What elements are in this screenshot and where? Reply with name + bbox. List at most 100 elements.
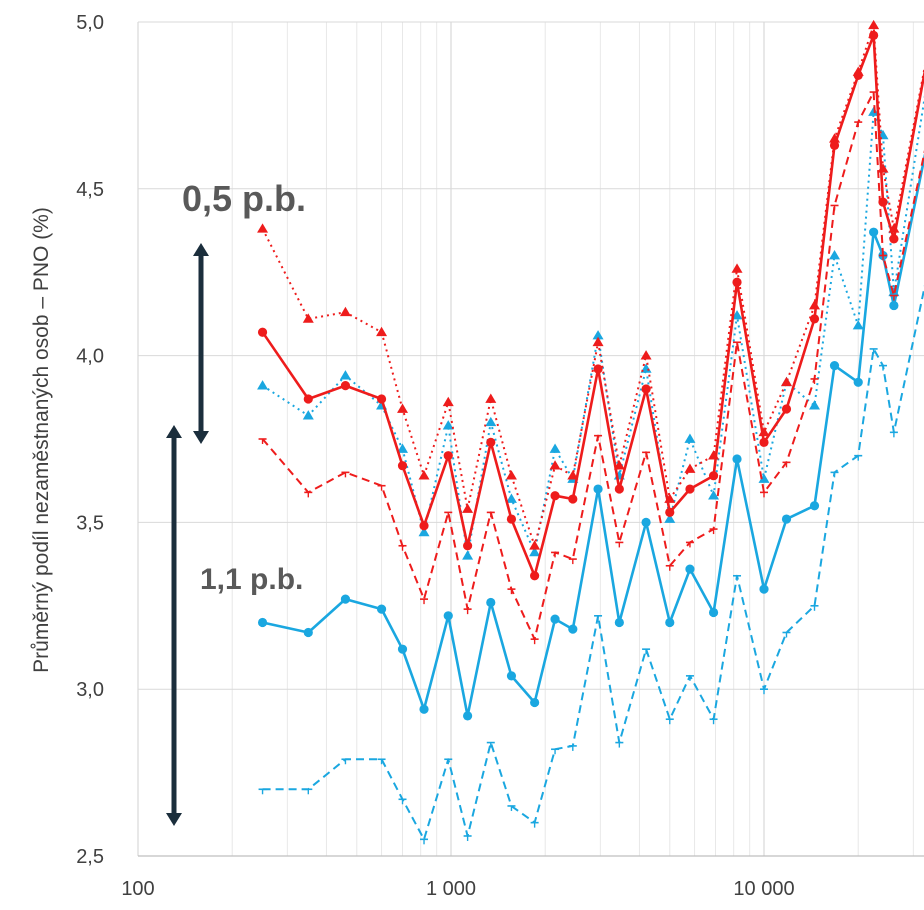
data-point (868, 106, 880, 116)
data-point (568, 624, 578, 634)
data-point (376, 326, 388, 337)
data-point (443, 611, 453, 621)
data-point (339, 370, 351, 380)
data-point (376, 394, 387, 404)
data-point (614, 484, 624, 494)
series-line (261, 24, 924, 547)
series-line (262, 153, 924, 718)
y-tick-label: 4,0 (76, 346, 104, 368)
data-point (852, 320, 864, 330)
data-point (758, 473, 770, 483)
data-point (302, 313, 314, 323)
data-point (529, 546, 541, 557)
data-point (485, 393, 497, 403)
data-point (853, 377, 863, 387)
arrow-head-up (166, 425, 182, 438)
data-point (665, 617, 675, 628)
plot-area (257, 19, 924, 845)
data-point (708, 471, 719, 481)
data-point (731, 263, 743, 273)
data-point (443, 451, 453, 461)
data-point (829, 361, 840, 371)
grid (137, 21, 924, 857)
x-tick-label: 10 000 (733, 878, 794, 900)
data-point (567, 470, 579, 480)
data-point (758, 426, 770, 437)
data-point (257, 617, 268, 628)
y-tick-labels: 2,5 3,0 3,5 4,0 4,5 5,0 (76, 12, 104, 868)
data-point (640, 350, 652, 360)
data-point (869, 30, 879, 40)
data-point (731, 310, 743, 320)
data-point (708, 607, 719, 618)
data-point (593, 364, 603, 374)
data-point (592, 336, 604, 347)
data-point (418, 526, 430, 537)
data-point (302, 410, 314, 420)
data-point (397, 443, 409, 453)
data-point (592, 330, 604, 340)
data-point (462, 550, 474, 560)
data-point (809, 314, 820, 324)
data-point (759, 584, 769, 594)
data-point (505, 470, 517, 480)
data-point (780, 376, 792, 387)
series-red-solid-circle (257, 30, 924, 581)
data-point (340, 381, 351, 391)
data-point (809, 400, 821, 410)
data-point (442, 396, 454, 407)
data-point (685, 564, 695, 574)
data-point (809, 300, 821, 310)
data-point (418, 470, 430, 480)
data-point (506, 514, 517, 524)
arrow-1-1-pb (166, 425, 182, 826)
data-point (462, 503, 474, 513)
data-point (486, 437, 496, 447)
series-blue-solid-circle (257, 153, 924, 721)
y-tick-label: 4,5 (76, 179, 104, 201)
data-point (684, 433, 696, 443)
data-point (889, 300, 899, 311)
series-line (261, 91, 924, 641)
data-point (257, 380, 269, 390)
arrow-head-down (193, 431, 209, 444)
data-point (397, 644, 408, 654)
arrow-head-down (166, 813, 182, 826)
data-point (530, 697, 540, 708)
data-point (303, 394, 313, 404)
annotation-arrows (166, 243, 209, 826)
data-point (877, 163, 889, 173)
data-point (568, 494, 578, 504)
data-point (419, 704, 429, 714)
data-point (684, 463, 696, 473)
data-point (549, 443, 561, 453)
data-point (641, 517, 651, 528)
data-point (781, 514, 792, 524)
x-tick-label: 1 000 (426, 878, 476, 900)
data-point (340, 594, 351, 604)
y-tick-label: 5,0 (76, 12, 104, 34)
data-point (549, 460, 561, 470)
data-point (878, 197, 888, 207)
data-point (759, 437, 769, 447)
series-line (262, 284, 924, 841)
data-point (486, 597, 496, 608)
data-point (614, 617, 624, 628)
x-tick-label: 100 (121, 878, 154, 900)
data-point (809, 501, 820, 511)
data-point (530, 571, 540, 581)
data-point (869, 227, 879, 237)
arrow-0-5-pb (193, 243, 209, 444)
data-point (868, 19, 880, 30)
y-tick-label: 2,5 (76, 846, 104, 868)
annotation-0-5-pb: 0,5 p.b. (182, 178, 306, 219)
data-point (732, 454, 742, 464)
data-point (505, 493, 517, 503)
data-point (641, 384, 651, 394)
y-tick-label: 3,0 (76, 679, 104, 701)
annotation-1-1-pb: 1,1 p.b. (200, 563, 303, 596)
data-point (889, 234, 899, 244)
data-point (397, 403, 409, 413)
data-point (781, 404, 792, 414)
